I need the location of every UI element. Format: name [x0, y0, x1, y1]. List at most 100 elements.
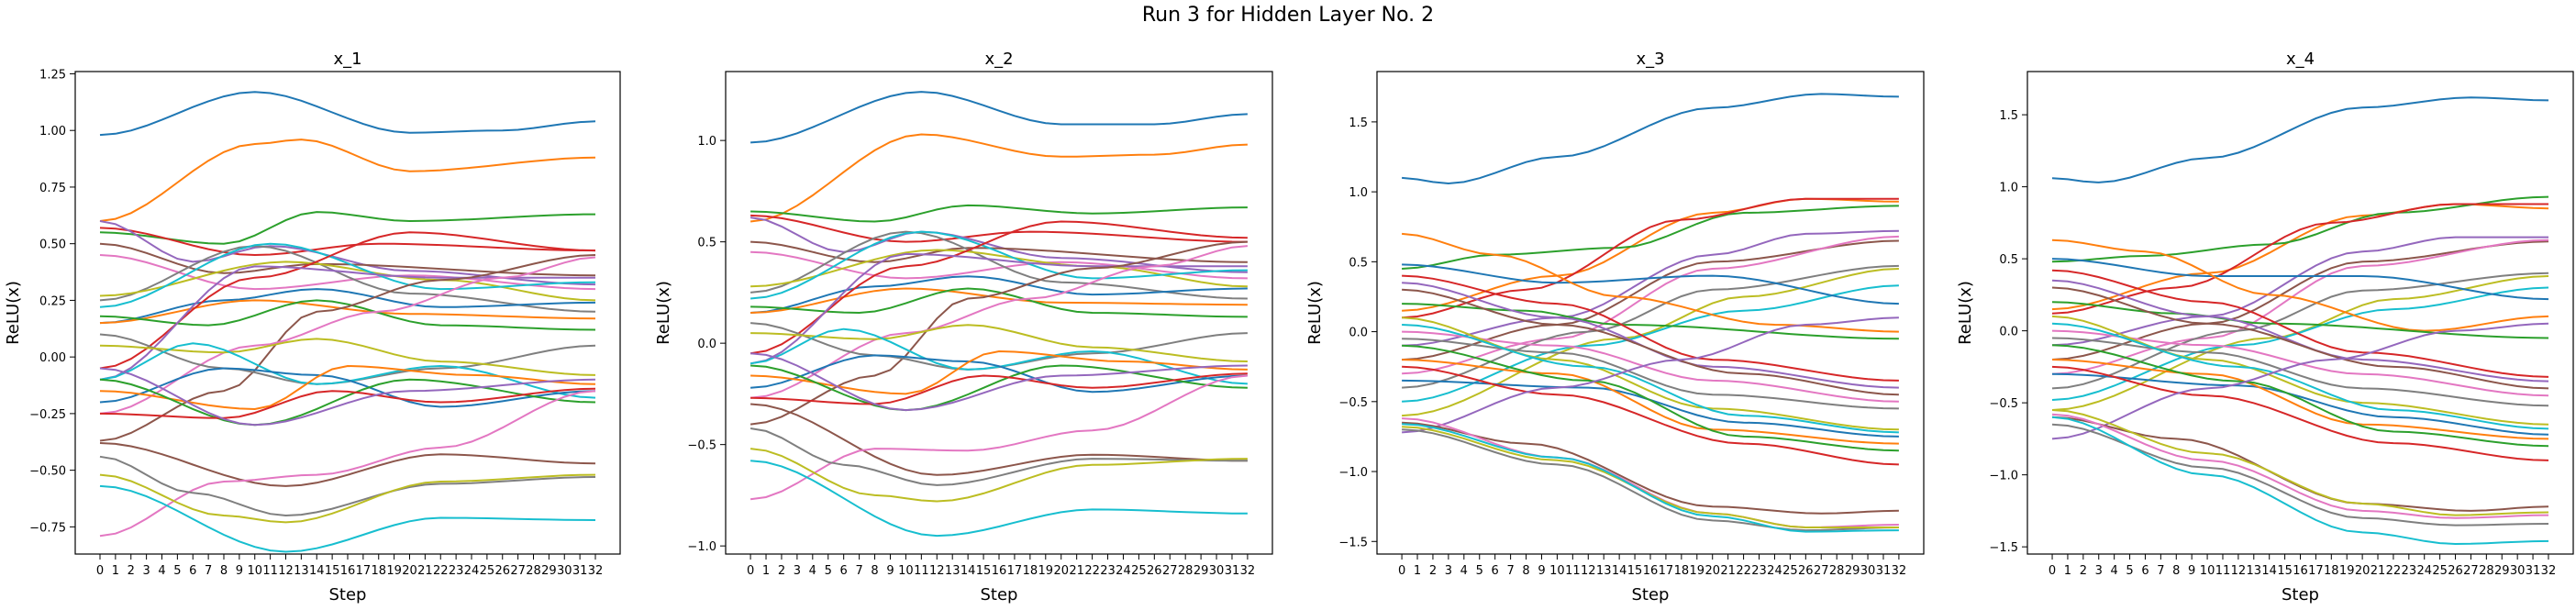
x-tick-label: 31	[2526, 564, 2541, 578]
x-tick-label: 3	[2095, 564, 2103, 578]
x-tick-label: 7	[205, 564, 212, 578]
x-axis-label: Step	[1632, 585, 1670, 604]
x-tick-label: 0	[1398, 564, 1405, 578]
axes-frame	[2026, 71, 2574, 555]
series-line	[749, 352, 1248, 412]
x-tick-label: 1	[112, 564, 119, 578]
x-tick-label: 17	[2308, 564, 2324, 578]
subplot-x_4: 0 1 2 3 4 5 6 7 8 9 10 11 12 13 14 15 16 17 18 19 20 21 22 23 24…	[1956, 50, 2574, 604]
series-line	[2051, 413, 2549, 519]
x-tick-label: 21	[2371, 564, 2386, 578]
series-line	[99, 484, 596, 553]
x-tick-label: 5	[1476, 564, 1483, 578]
x-tick-label: 11	[1565, 564, 1581, 578]
x-tick-label: 31	[1225, 564, 1240, 578]
series-line	[99, 254, 596, 291]
x-tick-label: 12	[929, 564, 945, 578]
x-tick-label: 9	[886, 564, 894, 578]
series-line	[1402, 274, 1899, 382]
x-tick-label: 19	[1690, 564, 1705, 578]
subplot-title: x_3	[1636, 50, 1664, 69]
series-line	[99, 242, 596, 277]
x-tick-label: 24	[464, 564, 480, 578]
x-tick-label: 8	[2172, 564, 2180, 578]
series-line	[99, 265, 595, 381]
x-tick-label: 18	[1674, 564, 1690, 578]
x-tick-label: 30	[2510, 564, 2526, 578]
x-tick-label: 22	[1736, 564, 1751, 578]
y-tick-label: −1.5	[1338, 536, 1368, 549]
series-line	[750, 349, 1248, 395]
x-tick-label: 25	[480, 564, 495, 578]
series-line	[1402, 359, 1899, 445]
x-tick-label: 25	[2432, 564, 2448, 578]
x-tick-label: 30	[557, 564, 572, 578]
x-tick-label: 11	[2215, 564, 2231, 578]
series-line	[750, 354, 1248, 394]
x-tick-label: 1	[1414, 564, 1421, 578]
subplot-title: x_4	[2286, 50, 2315, 69]
series-line	[749, 448, 1248, 503]
series-line	[1402, 316, 1899, 434]
x-tick-label: 13	[945, 564, 960, 578]
series-line	[1402, 229, 1899, 347]
series-line	[749, 230, 1248, 300]
x-tick-label: 3	[1445, 564, 1452, 578]
x-tick-label: 4	[809, 564, 816, 578]
y-tick-label: 0.00	[39, 351, 66, 365]
series-line	[2051, 409, 2549, 516]
x-tick-label: 32	[588, 564, 604, 578]
x-tick-label: 28	[526, 564, 541, 578]
x-tick-label: 15	[2277, 564, 2293, 578]
x-tick-label: 4	[1460, 564, 1468, 578]
series-line	[2051, 286, 2549, 390]
series-line	[2051, 258, 2549, 301]
y-tick-label: −1.0	[1989, 470, 2018, 483]
series-line	[2051, 286, 2549, 401]
x-tick-label: 2	[128, 564, 135, 578]
x-tick-label: 6	[2141, 564, 2149, 578]
x-tick-label: 7	[2157, 564, 2164, 578]
x-tick-label: 16	[992, 564, 1007, 578]
series-line	[1401, 232, 1899, 333]
series-line	[750, 460, 1248, 538]
series-line	[749, 133, 1248, 223]
x-tick-label: 5	[825, 564, 832, 578]
x-tick-label: 31	[1876, 564, 1892, 578]
series-line	[2051, 195, 2549, 263]
x-tick-label: 3	[142, 564, 150, 578]
series-line	[99, 256, 596, 415]
x-tick-label: 27	[1162, 564, 1178, 578]
series-line	[750, 275, 1248, 314]
series-line	[99, 473, 596, 524]
series-line	[1402, 426, 1899, 528]
x-tick-label: 5	[2126, 564, 2133, 578]
y-tick-label: 1.5	[1999, 109, 2018, 123]
x-tick-label: 16	[340, 564, 356, 578]
y-tick-label: 0.0	[1999, 326, 2018, 339]
series-line	[99, 338, 596, 376]
x-tick-label: 14	[2261, 564, 2277, 578]
y-tick-label: 0.25	[39, 294, 66, 308]
x-tick-label: 9	[2188, 564, 2195, 578]
x-tick-label: 3	[794, 564, 801, 578]
y-axis-label: ReLU(x)	[4, 281, 23, 345]
series-line	[749, 245, 1248, 399]
series-line	[1402, 93, 1899, 185]
series-line	[1402, 421, 1899, 515]
x-tick-label: 1	[762, 564, 770, 578]
series-line	[1402, 288, 1899, 396]
subplot-x_3: 0 1 2 3 4 5 6 7 8 9 10 11 12 13 14 15 16 17 18 19 20 21 22 23 24…	[1305, 50, 1925, 604]
y-tick-label: −0.25	[29, 408, 66, 422]
x-tick-label: 9	[236, 564, 243, 578]
x-tick-label: 6	[840, 564, 848, 578]
series-line	[99, 364, 596, 411]
series-line	[750, 364, 1248, 412]
series-line	[750, 214, 1248, 243]
x-tick-label: 20	[2355, 564, 2371, 578]
y-tick-label: −0.5	[687, 439, 716, 453]
series-line	[99, 442, 596, 487]
y-axis-label: ReLU(x)	[654, 281, 673, 345]
x-tick-label: 30	[1860, 564, 1876, 578]
